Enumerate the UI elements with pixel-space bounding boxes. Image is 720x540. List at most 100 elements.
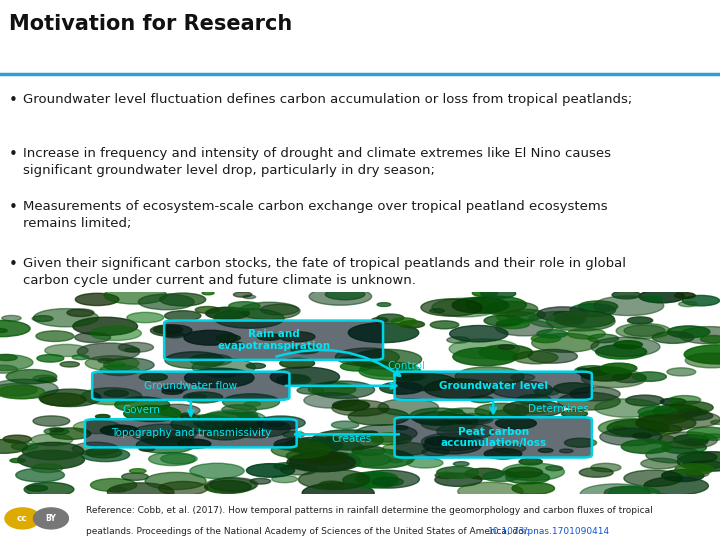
Circle shape	[280, 359, 315, 368]
Circle shape	[39, 377, 57, 382]
Circle shape	[410, 408, 467, 424]
Circle shape	[127, 312, 163, 323]
Circle shape	[282, 374, 308, 382]
Circle shape	[171, 415, 236, 434]
Circle shape	[511, 374, 535, 381]
Circle shape	[437, 423, 494, 439]
Circle shape	[131, 424, 197, 443]
Circle shape	[27, 485, 48, 491]
Circle shape	[497, 312, 538, 323]
Circle shape	[582, 369, 647, 388]
Circle shape	[531, 334, 560, 343]
Circle shape	[437, 467, 479, 478]
Circle shape	[517, 395, 552, 404]
Circle shape	[76, 293, 119, 306]
Circle shape	[421, 299, 482, 316]
Text: Given their significant carbon stocks, the fate of tropical peatlands and their : Given their significant carbon stocks, t…	[23, 258, 626, 287]
Circle shape	[60, 362, 79, 367]
Circle shape	[683, 461, 698, 465]
Circle shape	[493, 444, 526, 453]
Circle shape	[203, 427, 248, 440]
Circle shape	[319, 481, 344, 488]
Circle shape	[180, 413, 195, 417]
Circle shape	[570, 303, 616, 316]
Circle shape	[570, 387, 620, 401]
Circle shape	[261, 305, 299, 315]
Text: •: •	[9, 146, 17, 161]
Circle shape	[44, 428, 68, 435]
Circle shape	[485, 449, 522, 459]
Circle shape	[465, 468, 503, 479]
Circle shape	[664, 417, 678, 421]
Circle shape	[291, 346, 319, 354]
Circle shape	[669, 395, 701, 404]
Text: 10.1073/pnas.1701090414: 10.1073/pnas.1701090414	[488, 527, 610, 536]
Circle shape	[1, 315, 21, 321]
Circle shape	[495, 320, 553, 336]
Circle shape	[667, 368, 696, 376]
Circle shape	[107, 483, 174, 502]
Circle shape	[454, 414, 493, 424]
Circle shape	[73, 317, 138, 335]
Circle shape	[612, 291, 641, 299]
Circle shape	[639, 409, 690, 424]
Circle shape	[577, 368, 589, 372]
Circle shape	[492, 381, 553, 399]
Circle shape	[145, 472, 206, 490]
Circle shape	[431, 321, 459, 329]
Circle shape	[482, 471, 519, 482]
Circle shape	[558, 393, 621, 410]
Circle shape	[138, 294, 194, 310]
Circle shape	[505, 467, 543, 478]
Circle shape	[67, 309, 94, 316]
Circle shape	[479, 345, 533, 360]
Circle shape	[348, 408, 410, 426]
Circle shape	[156, 404, 200, 417]
Circle shape	[377, 302, 391, 307]
Circle shape	[361, 362, 413, 376]
Text: Motivation for Research: Motivation for Research	[9, 14, 292, 34]
Circle shape	[600, 428, 662, 446]
Circle shape	[469, 396, 494, 403]
Circle shape	[125, 348, 140, 352]
Circle shape	[107, 362, 125, 367]
Circle shape	[0, 355, 17, 361]
Circle shape	[449, 326, 508, 342]
Circle shape	[616, 323, 671, 339]
Circle shape	[229, 302, 260, 310]
Text: Groundwater level fluctuation defines carbon accumulation or loss from tropical : Groundwater level fluctuation defines ca…	[23, 93, 632, 106]
Circle shape	[667, 326, 710, 338]
Circle shape	[280, 464, 318, 475]
Circle shape	[645, 296, 663, 301]
Circle shape	[685, 470, 709, 477]
Circle shape	[554, 316, 584, 324]
FancyBboxPatch shape	[395, 372, 592, 400]
Circle shape	[621, 440, 671, 454]
Circle shape	[162, 389, 183, 394]
Circle shape	[287, 453, 355, 472]
Circle shape	[352, 446, 385, 455]
Circle shape	[355, 424, 417, 442]
Text: •: •	[9, 93, 17, 108]
Circle shape	[678, 451, 717, 463]
Circle shape	[356, 470, 419, 488]
Circle shape	[413, 412, 462, 426]
Circle shape	[0, 354, 33, 370]
Circle shape	[687, 427, 720, 439]
Circle shape	[86, 448, 122, 458]
Circle shape	[539, 448, 553, 453]
Circle shape	[0, 383, 37, 396]
Circle shape	[139, 447, 155, 451]
Circle shape	[243, 295, 256, 299]
Circle shape	[475, 403, 529, 418]
Circle shape	[34, 308, 99, 327]
Circle shape	[554, 312, 574, 317]
Text: •: •	[9, 258, 17, 273]
Circle shape	[85, 356, 139, 371]
Circle shape	[244, 402, 261, 406]
Text: Creates: Creates	[331, 434, 372, 444]
Circle shape	[580, 484, 652, 504]
Circle shape	[567, 328, 606, 339]
Circle shape	[222, 404, 256, 415]
Circle shape	[0, 440, 28, 454]
